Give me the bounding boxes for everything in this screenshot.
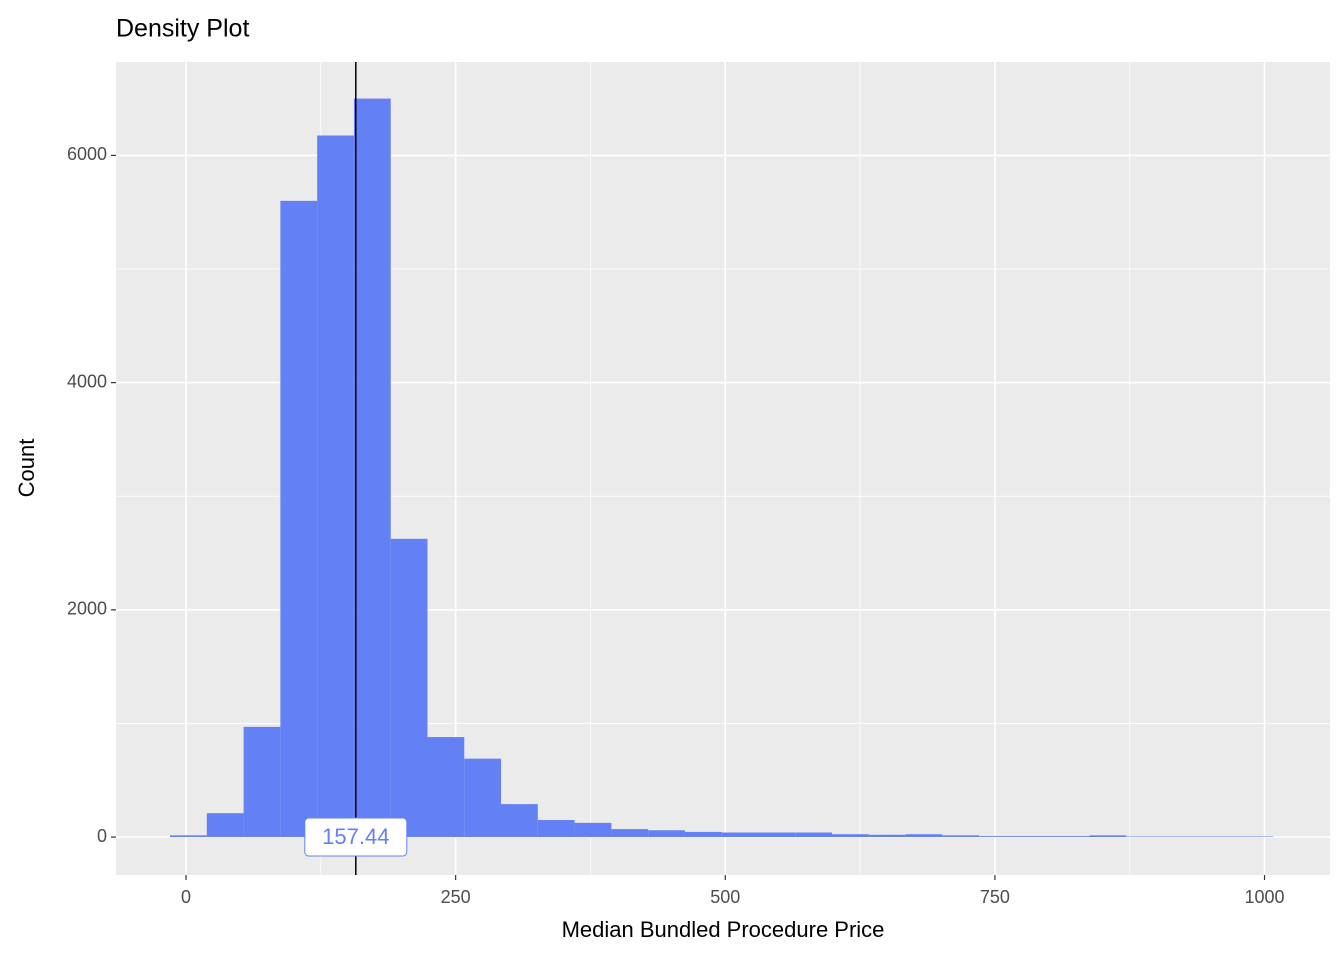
bar [758, 832, 796, 838]
y-tick-label: 0 [97, 826, 107, 846]
x-tick-label: 750 [980, 887, 1010, 907]
y-tick-label: 6000 [67, 144, 107, 164]
bar [390, 538, 428, 838]
bar [537, 820, 575, 838]
bar [1199, 836, 1237, 838]
bar [1126, 836, 1164, 838]
bar [1236, 836, 1274, 838]
bar [832, 834, 869, 838]
bar [353, 98, 391, 838]
x-tick-label: 0 [181, 887, 191, 907]
y-tick-label: 4000 [67, 371, 107, 391]
x-tick-label: 250 [441, 887, 471, 907]
x-axis-title: Median Bundled Procedure Price [562, 917, 885, 942]
bar [1015, 836, 1053, 838]
y-axis-title: Count [14, 439, 39, 498]
reference-label: 157.44 [322, 824, 389, 849]
bar [280, 200, 318, 838]
bar [684, 831, 722, 838]
bar [942, 835, 980, 838]
bar [1052, 836, 1090, 838]
bar [206, 813, 244, 838]
x-tick-label: 1000 [1245, 887, 1285, 907]
bar [979, 836, 1016, 838]
bar [1163, 836, 1200, 838]
bar [427, 737, 465, 838]
bar [905, 834, 943, 838]
bar [464, 758, 502, 838]
bar [868, 834, 906, 838]
x-tick-label: 500 [710, 887, 740, 907]
chart-title: Density Plot [116, 15, 249, 43]
bar [795, 832, 833, 838]
bar [574, 822, 612, 838]
bar [1089, 835, 1127, 838]
bar [648, 830, 685, 838]
bar [501, 804, 538, 838]
bar [611, 829, 649, 838]
bar [721, 832, 759, 838]
y-tick-label: 2000 [67, 599, 107, 619]
label-box [304, 817, 408, 857]
bar [170, 835, 207, 838]
bar [317, 135, 354, 838]
bar [243, 726, 281, 838]
